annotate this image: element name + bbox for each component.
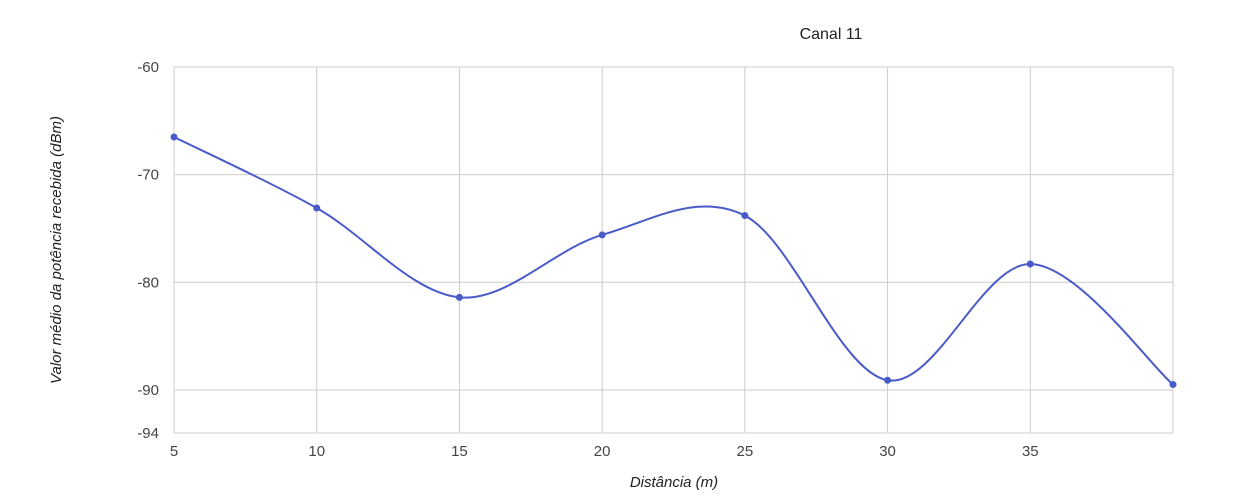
data-point xyxy=(598,231,606,239)
data-point xyxy=(1026,260,1034,268)
data-point xyxy=(1169,381,1177,389)
x-tick-label: 10 xyxy=(308,443,325,460)
x-tick-label: 25 xyxy=(737,443,754,460)
x-tick-label: 5 xyxy=(170,443,178,460)
y-tick-label: -90 xyxy=(137,382,159,399)
x-axis-label: Distância (m) xyxy=(630,474,718,491)
y-tick-label: -94 xyxy=(137,425,159,442)
chart-title: Canal 11 xyxy=(800,26,863,43)
x-tick-label: 30 xyxy=(879,443,896,460)
series-line xyxy=(173,136,1174,386)
data-point xyxy=(741,212,749,220)
data-point xyxy=(884,376,892,384)
y-tick-label: -80 xyxy=(137,274,159,291)
y-axis-ticks: -60 -70 -80 -90 -94 xyxy=(137,59,159,442)
data-points xyxy=(170,133,1177,389)
x-tick-label: 15 xyxy=(451,443,468,460)
y-tick-label: -70 xyxy=(137,167,159,184)
y-axis-label: Valor médio da potência recebida (dBm) xyxy=(48,116,65,384)
x-tick-label: 20 xyxy=(594,443,611,460)
data-point xyxy=(313,204,321,212)
x-axis-ticks: 5 10 15 20 25 30 35 xyxy=(170,443,1039,460)
y-tick-label: -60 xyxy=(137,59,159,76)
data-point xyxy=(455,293,463,301)
data-point xyxy=(170,133,178,141)
x-tick-label: 35 xyxy=(1022,443,1039,460)
grid-lines xyxy=(173,66,1174,434)
